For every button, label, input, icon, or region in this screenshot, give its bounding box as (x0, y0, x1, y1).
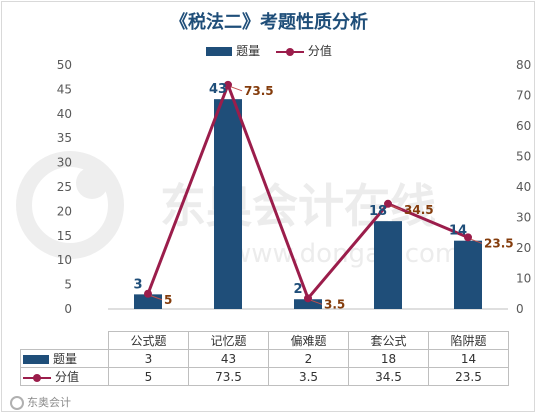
table-value-cell: 5 (108, 367, 189, 386)
right-axis-tick-label: 10 (516, 272, 531, 286)
left-axis-tick-label: 20 (57, 204, 72, 218)
line-point (144, 289, 152, 298)
right-axis-tick-label: 30 (516, 211, 531, 225)
left-axis-tick-label: 10 (57, 253, 72, 267)
left-axis-tick-label: 0 (64, 302, 72, 316)
legend: 题量 分值 (0, 42, 538, 59)
legend-line-swatch (275, 47, 304, 57)
table-value-cell: 18 (348, 349, 429, 368)
table-value-cell: 34.5 (348, 367, 429, 386)
line-label-leader (390, 205, 403, 211)
left-axis-tick-label: 50 (57, 58, 72, 72)
bar-value-label: 3 (133, 277, 142, 292)
table-corner-cell (20, 331, 109, 350)
chart-title: 《税法二》考题性质分析 (170, 12, 368, 33)
table-bar-series-name: 题量 (53, 352, 78, 366)
left-axis-tick-label: 40 (57, 107, 72, 121)
table-value-cell: 3 (108, 349, 189, 368)
line-point (224, 80, 232, 89)
right-axis-tick-label: 20 (516, 241, 531, 255)
right-axis-tick-label: 50 (516, 150, 531, 164)
line-value-label: 23.5 (484, 236, 514, 250)
table-row-head: 分值 (20, 367, 109, 386)
legend-bar-label: 题量 (236, 44, 261, 58)
line-label-leader (470, 238, 483, 244)
data-labels: 3 43 2 18 14 5 73.5 3.5 34.5 23.5 (133, 82, 513, 311)
table-line-series-name: 分值 (55, 370, 80, 384)
table-value-cell: 14 (428, 349, 509, 368)
bar (214, 99, 242, 309)
line-point (464, 233, 472, 242)
line-value-label: 73.5 (244, 84, 274, 98)
line-point (304, 294, 312, 303)
left-axis-tick-label: 25 (57, 180, 72, 194)
table-row: 分值 5 73.5 3.5 34.5 23.5 (20, 367, 509, 386)
right-axis-tick-label: 60 (516, 119, 531, 133)
right-axis-tick-label: 40 (516, 180, 531, 194)
line-label-leader (230, 86, 243, 92)
footer-brand: 东奥会计 (10, 394, 71, 410)
table-category-cell: 公式题 (108, 331, 189, 350)
legend-line-label: 分值 (307, 44, 332, 58)
table-row: 题量 3 43 2 18 14 (20, 349, 509, 368)
bar-value-label: 2 (293, 282, 302, 297)
table-category-cell: 记忆题 (188, 331, 269, 350)
left-axis-tick-label: 15 (57, 229, 72, 243)
line-value-label: 5 (164, 293, 172, 307)
legend-item-line: 分值 (275, 42, 332, 59)
data-table: 公式题 记忆题 偏难题 套公式 陷阱题题量 3 43 2 18 14 分值 5 73.5 3.5 34.5 2… (20, 331, 509, 386)
right-axis-tick-label: 70 (516, 89, 531, 103)
table-value-cell: 3.5 (268, 367, 349, 386)
bar (134, 294, 162, 309)
left-axis-tick-label: 30 (57, 156, 72, 170)
table-value-cell: 23.5 (428, 367, 509, 386)
table-category-cell: 偏难题 (268, 331, 349, 350)
bar (374, 221, 402, 309)
right-axis-tick-label: 80 (516, 58, 531, 72)
table-header-row: 公式题 记忆题 偏难题 套公式 陷阱题 (20, 331, 509, 350)
left-axis-tick-label: 35 (57, 131, 72, 145)
bar (294, 299, 322, 309)
bar (454, 240, 482, 309)
right-axis-tick-label: 0 (516, 302, 524, 316)
watermark-logo-ring (16, 151, 124, 259)
table-value-cell: 2 (268, 349, 349, 368)
legend-bar-swatch (206, 47, 233, 56)
left-axis-tick-label: 5 (64, 278, 72, 292)
left-axis-tick-label: 45 (57, 82, 72, 96)
bar-value-label: 14 (449, 224, 467, 239)
line-value-label: 3.5 (324, 297, 345, 311)
footer-text: 东奥会计 (27, 396, 71, 409)
legend-item-bar: 题量 (206, 42, 260, 59)
line-label-leader (310, 299, 323, 305)
table-category-cell: 陷阱题 (428, 331, 509, 350)
bar-value-label: 43 (209, 82, 227, 97)
table-row-head: 题量 (20, 349, 109, 368)
table-category-cell: 套公式 (348, 331, 429, 350)
bar-series (134, 99, 482, 309)
line-series (144, 80, 472, 303)
line-point (384, 199, 392, 208)
footer-logo-icon (10, 396, 24, 410)
watermark-logo-dot (76, 167, 108, 199)
table-bar-swatch (23, 355, 49, 364)
line-label-leader (150, 295, 163, 301)
line-value-label: 34.5 (404, 203, 434, 217)
table-value-cell: 43 (188, 349, 269, 368)
bar-value-label: 18 (369, 204, 387, 219)
table-value-cell: 73.5 (188, 367, 269, 386)
table-line-swatch (23, 373, 51, 383)
